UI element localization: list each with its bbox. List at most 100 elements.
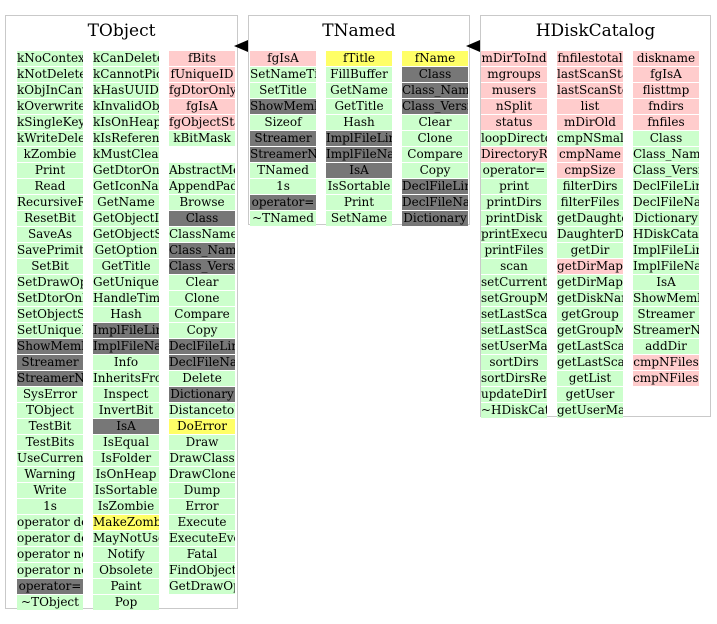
member-entry[interactable]: DeclFileName <box>633 195 699 210</box>
member-entry[interactable]: HandleTimer <box>93 291 159 306</box>
member-entry[interactable]: SetUniqueID <box>17 323 83 338</box>
member-entry[interactable]: fBits <box>169 51 235 66</box>
member-entry[interactable]: kBitMask <box>169 131 235 146</box>
member-entry[interactable]: fgIsA <box>633 67 699 82</box>
member-entry[interactable]: kMustCleanup <box>93 147 159 162</box>
member-entry[interactable]: kIsOnHeap <box>93 115 159 130</box>
member-entry[interactable]: kSingleKey <box>17 115 83 130</box>
member-entry[interactable]: getDiskName <box>557 291 623 306</box>
member-entry[interactable]: TestBits <box>17 435 83 450</box>
member-entry[interactable]: FindObject <box>169 563 235 578</box>
member-entry[interactable]: musers <box>481 83 547 98</box>
member-entry[interactable]: getUser <box>557 387 623 402</box>
member-entry[interactable]: Sizeof <box>250 115 316 130</box>
member-entry[interactable]: printFiles <box>481 243 547 258</box>
member-entry[interactable]: Inspect <box>93 387 159 402</box>
member-entry[interactable]: SetBit <box>17 259 83 274</box>
member-entry[interactable]: GetUniqueID <box>93 275 159 290</box>
member-entry[interactable]: FillBuffer <box>326 67 392 82</box>
member-entry[interactable]: diskname <box>633 51 699 66</box>
member-entry[interactable]: Streamer <box>633 307 699 322</box>
member-entry[interactable]: setCurrentCatalog <box>481 275 547 290</box>
member-entry[interactable]: DoError <box>169 419 235 434</box>
member-entry[interactable]: flisttmp <box>633 83 699 98</box>
member-entry[interactable]: setLastScanStop <box>481 323 547 338</box>
member-entry[interactable]: IsSortable <box>93 483 159 498</box>
member-entry[interactable]: IsSortable <box>326 179 392 194</box>
member-entry[interactable]: Class_Name <box>169 243 235 258</box>
member-entry[interactable]: ShowMembers <box>250 99 316 114</box>
member-entry[interactable]: DistancetoPrimitive <box>169 403 235 418</box>
member-entry[interactable]: HDiskCatalog <box>633 227 699 242</box>
member-entry[interactable]: fTitle <box>326 51 392 66</box>
member-entry[interactable]: ExecuteEvent <box>169 531 235 546</box>
member-entry[interactable]: Class <box>402 67 468 82</box>
member-entry[interactable]: ~TNamed <box>250 211 316 226</box>
member-entry[interactable]: Warning <box>17 467 83 482</box>
member-entry[interactable]: cmpSize <box>557 163 623 178</box>
member-entry[interactable]: SavePrimitive <box>17 243 83 258</box>
member-entry[interactable]: setGroupMap <box>481 291 547 306</box>
member-entry[interactable]: scan <box>481 259 547 274</box>
member-entry[interactable]: Delete <box>169 371 235 386</box>
member-entry[interactable]: getList <box>557 371 623 386</box>
member-entry[interactable]: Execute <box>169 515 235 530</box>
member-entry[interactable]: IsEqual <box>93 435 159 450</box>
member-entry[interactable]: fName <box>402 51 468 66</box>
member-entry[interactable]: DaughterDirsRecursive <box>557 227 623 242</box>
member-entry[interactable]: ResetBit <box>17 211 83 226</box>
member-entry[interactable]: Print <box>326 195 392 210</box>
member-entry[interactable]: Read <box>17 179 83 194</box>
member-entry[interactable]: cmpName <box>557 147 623 162</box>
member-entry[interactable]: Dump <box>169 483 235 498</box>
member-entry[interactable]: printDisk <box>481 211 547 226</box>
member-entry[interactable]: GetTitle <box>326 99 392 114</box>
member-entry[interactable]: Obsolete <box>93 563 159 578</box>
member-entry[interactable]: mgroups <box>481 67 547 82</box>
member-entry[interactable]: DeclFileLine <box>169 339 235 354</box>
member-entry[interactable]: InvertBit <box>93 403 159 418</box>
member-entry[interactable]: getLastScanStart <box>557 339 623 354</box>
member-entry[interactable]: ImplFileLine <box>326 131 392 146</box>
member-entry[interactable]: kZombie <box>17 147 83 162</box>
member-entry[interactable]: Compare <box>402 147 468 162</box>
member-entry[interactable]: TNamed <box>250 163 316 178</box>
member-entry[interactable]: Browse <box>169 195 235 210</box>
member-entry[interactable]: ImplFileName <box>93 339 159 354</box>
member-entry[interactable]: Copy <box>169 323 235 338</box>
member-entry[interactable]: kInvalidObject <box>93 99 159 114</box>
member-entry[interactable]: GetName <box>326 83 392 98</box>
member-entry[interactable]: MakeZombie <box>93 515 159 530</box>
member-entry[interactable]: getDirMapOld <box>557 275 623 290</box>
member-entry[interactable]: fndirs <box>633 99 699 114</box>
member-entry[interactable]: operator= <box>481 163 547 178</box>
member-entry[interactable]: IsFolder <box>93 451 159 466</box>
member-entry[interactable]: operator delete <box>17 515 83 530</box>
member-entry[interactable]: Notify <box>93 547 159 562</box>
member-entry[interactable]: printDirs <box>481 195 547 210</box>
member-entry[interactable]: AbstractMethod <box>169 163 235 178</box>
member-entry[interactable]: operator new <box>17 547 83 562</box>
member-entry[interactable]: SetDrawOption <box>17 275 83 290</box>
member-entry[interactable]: Clone <box>169 291 235 306</box>
member-entry[interactable]: status <box>481 115 547 130</box>
member-entry[interactable]: UseCurrentStyle <box>17 451 83 466</box>
member-entry[interactable]: GetObjectStat <box>93 227 159 242</box>
member-entry[interactable]: ~TObject <box>17 595 83 610</box>
member-entry[interactable]: fnfiles <box>633 115 699 130</box>
member-entry[interactable]: getGroup <box>557 307 623 322</box>
member-entry[interactable]: Print <box>17 163 83 178</box>
member-entry[interactable]: Dictionary <box>169 387 235 402</box>
member-entry[interactable]: mDirOld <box>557 115 623 130</box>
member-entry[interactable]: DirectoryRecursive <box>481 147 547 162</box>
member-entry[interactable]: Class_Version <box>633 163 699 178</box>
member-entry[interactable]: operator new[] <box>17 563 83 578</box>
member-entry[interactable]: sortDirs <box>481 355 547 370</box>
member-entry[interactable]: GetName <box>93 195 159 210</box>
member-entry[interactable]: ImplFileLine <box>633 243 699 258</box>
member-entry[interactable]: ImplFileName <box>326 147 392 162</box>
member-entry[interactable]: getDir <box>557 243 623 258</box>
member-entry[interactable]: GetObjectInfo <box>93 211 159 226</box>
member-entry[interactable]: fgObjectStat <box>169 115 235 130</box>
member-entry[interactable]: Streamer <box>17 355 83 370</box>
